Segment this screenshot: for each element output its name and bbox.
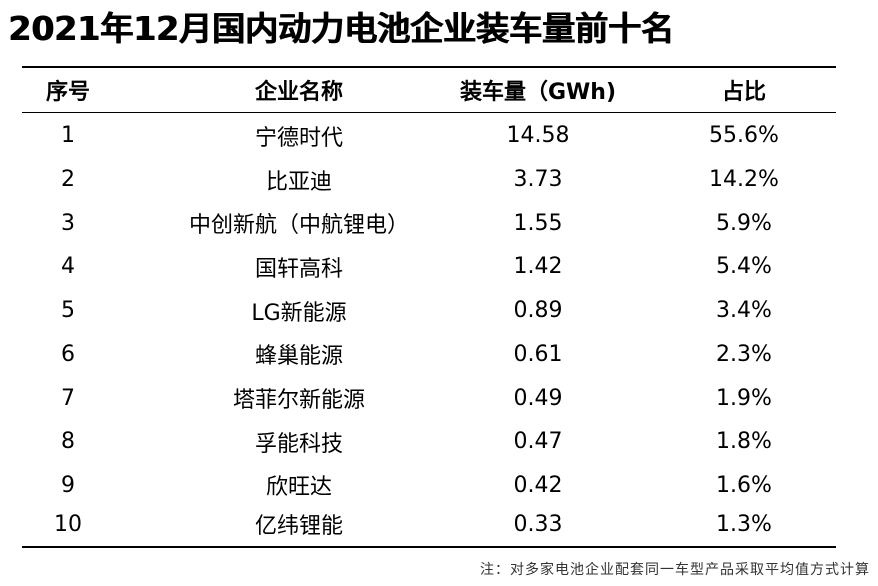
table-row: 7 塔菲尔新能源 0.49 1.9% (22, 376, 836, 420)
share-cell: 14.2% (709, 167, 779, 193)
rank-cell: 5 (61, 298, 75, 324)
rank-cell: 6 (61, 341, 75, 367)
share-cell: 1.9% (716, 385, 772, 411)
company-cell: 比亚迪 (265, 169, 332, 195)
volume-cell: 14.58 (506, 123, 570, 149)
rank-cell: 8 (61, 429, 75, 455)
company-cell: 欣旺达 (265, 475, 332, 501)
volume-cell: 1.55 (513, 210, 563, 236)
rank-cell: 4 (61, 254, 75, 280)
header-company: 企业名称 (254, 80, 343, 105)
header-share: 占比 (721, 80, 766, 105)
rank-cell: 2 (61, 167, 75, 193)
table-row: 2 比亚迪 3.73 14.2% (22, 158, 836, 202)
table-bottom-rule (22, 546, 836, 548)
rank-cell: 9 (61, 472, 75, 498)
header-rank: 序号 (45, 80, 90, 105)
table-row: 1 宁德时代 14.58 55.6% (22, 114, 836, 158)
volume-cell: 0.61 (513, 341, 563, 367)
volume-cell: 1.42 (513, 254, 563, 280)
table-row: 10 亿纬锂能 0.33 1.3% (22, 502, 836, 546)
table-row: 5 LG新能源 0.89 3.4% (22, 289, 836, 333)
company-cell: 蜂巢能源 (254, 344, 343, 370)
share-cell: 55.6% (709, 123, 779, 149)
volume-cell: 0.89 (513, 298, 563, 324)
rank-cell: 7 (61, 385, 75, 411)
share-cell: 5.9% (716, 210, 772, 236)
company-cell: 国轩高科 (254, 256, 343, 282)
volume-cell: 0.49 (513, 385, 563, 411)
table-row: 3 中创新航（中航锂电） 1.55 5.9% (22, 201, 836, 245)
table-row: 8 孚能科技 0.47 1.8% (22, 420, 836, 464)
company-cell: 亿纬锂能 (254, 514, 343, 540)
share-cell: 5.4% (716, 254, 772, 280)
table-header-row: 序号 企业名称 装车量（GWh) 占比 (22, 68, 836, 112)
share-cell: 1.6% (716, 472, 772, 498)
volume-cell: 0.42 (513, 472, 563, 498)
table-top-rule (22, 66, 836, 68)
volume-cell: 0.33 (513, 511, 563, 537)
header-volume: 装车量（GWh) (459, 80, 617, 105)
company-cell: 中创新航（中航锂电） (188, 213, 409, 239)
share-cell: 2.3% (716, 341, 772, 367)
company-cell: 宁德时代 (254, 125, 343, 151)
rank-cell: 1 (61, 123, 75, 149)
volume-cell: 3.73 (513, 167, 563, 193)
volume-cell: 0.47 (513, 429, 563, 455)
share-cell: 1.3% (716, 511, 772, 537)
table-header-rule (22, 112, 836, 113)
footnote: 注：对多家电池企业配套同一车型产品采取平均值方式计算 (480, 562, 870, 578)
rank-cell: 10 (54, 511, 82, 537)
share-cell: 3.4% (716, 298, 772, 324)
company-cell: LG新能源 (251, 300, 347, 326)
table-row: 6 蜂巢能源 0.61 2.3% (22, 333, 836, 377)
table-row: 9 欣旺达 0.42 1.6% (22, 464, 836, 508)
company-cell: 孚能科技 (254, 431, 343, 457)
page-title: 2021年12月国内动力电池企业装车量前十名 (8, 9, 674, 48)
share-cell: 1.8% (716, 429, 772, 455)
rank-cell: 3 (61, 210, 75, 236)
table-row: 4 国轩高科 1.42 5.4% (22, 245, 836, 289)
company-cell: 塔菲尔新能源 (232, 388, 365, 414)
